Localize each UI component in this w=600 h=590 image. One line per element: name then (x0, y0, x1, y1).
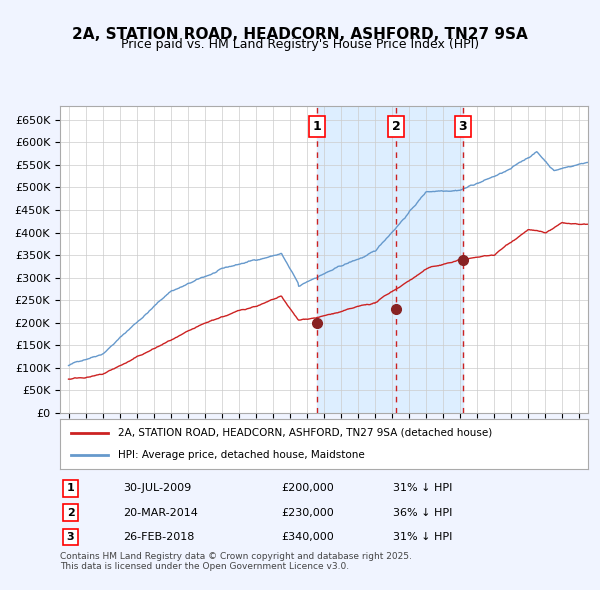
Text: £200,000: £200,000 (282, 483, 335, 493)
Text: 3: 3 (458, 120, 467, 133)
Text: 26-FEB-2018: 26-FEB-2018 (124, 532, 195, 542)
Text: 2A, STATION ROAD, HEADCORN, ASHFORD, TN27 9SA (detached house): 2A, STATION ROAD, HEADCORN, ASHFORD, TN2… (118, 428, 493, 438)
Text: 30-JUL-2009: 30-JUL-2009 (124, 483, 191, 493)
Text: 31% ↓ HPI: 31% ↓ HPI (392, 532, 452, 542)
Text: £230,000: £230,000 (282, 507, 335, 517)
Text: 1: 1 (313, 120, 321, 133)
Text: 2A, STATION ROAD, HEADCORN, ASHFORD, TN27 9SA: 2A, STATION ROAD, HEADCORN, ASHFORD, TN2… (72, 27, 528, 41)
Text: 31% ↓ HPI: 31% ↓ HPI (392, 483, 452, 493)
Text: Contains HM Land Registry data © Crown copyright and database right 2025.
This d: Contains HM Land Registry data © Crown c… (60, 552, 412, 571)
Text: Price paid vs. HM Land Registry's House Price Index (HPI): Price paid vs. HM Land Registry's House … (121, 38, 479, 51)
Text: 2: 2 (392, 120, 400, 133)
Text: 1: 1 (67, 483, 74, 493)
Text: HPI: Average price, detached house, Maidstone: HPI: Average price, detached house, Maid… (118, 450, 365, 460)
Text: £340,000: £340,000 (282, 532, 335, 542)
Text: 2: 2 (67, 507, 74, 517)
Text: 36% ↓ HPI: 36% ↓ HPI (392, 507, 452, 517)
Text: 3: 3 (67, 532, 74, 542)
Text: 20-MAR-2014: 20-MAR-2014 (124, 507, 198, 517)
Bar (317, 106, 463, 413)
